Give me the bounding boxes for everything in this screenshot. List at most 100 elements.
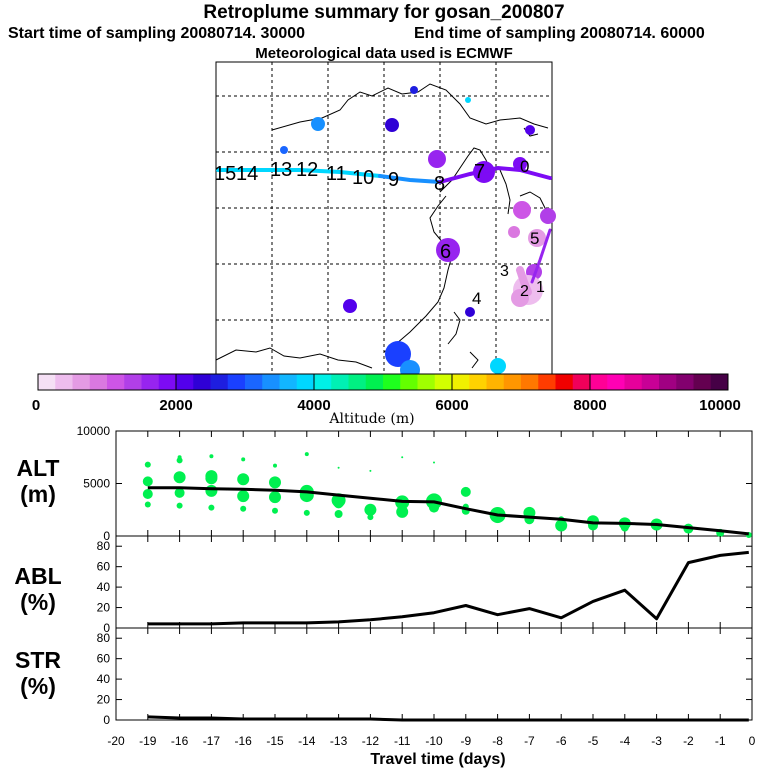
series-line [147,715,749,722]
map-day-label: 2 [520,283,529,300]
cluster-point [433,461,435,464]
map-day-label: 3 [500,263,509,280]
str-panel-frame [115,627,753,721]
trajectory-segment [216,168,382,178]
colorbar-tick: 8000 [573,397,606,414]
colorbar-cell [193,374,211,390]
x-tick-label: -2 [683,734,694,748]
cluster-point [364,503,377,516]
map-day-label: 15 [214,163,236,185]
trajectory-segment [378,174,442,184]
plume-blob [343,299,357,313]
cluster-point [241,457,246,462]
y-tick-label: 20 [97,693,111,707]
colorbar-cell [314,374,332,390]
series-line [147,486,749,536]
colorbar-cell [659,374,677,390]
start-time-label: Start time of sampling 20080714. 30000 [8,25,306,42]
cluster-point [205,472,218,485]
plume-blob [540,208,556,224]
chart-title: Retroplume summary for gosan_200807 [203,2,565,23]
plume-blob [528,229,546,247]
colorbar-cell [521,374,539,390]
colorbar-cell [400,374,418,390]
colorbar-cell [607,374,625,390]
x-tick-label: -1 [715,734,726,748]
x-tick-label: -8 [492,734,503,748]
y-tick-label: 60 [97,560,111,574]
colorbar-cell [176,374,194,390]
cluster-point [369,469,372,472]
colorbar-cell [124,374,142,390]
x-tick-label: -20 [107,734,125,748]
coastline [271,83,549,131]
colorbar-cell [676,374,694,390]
colorbar-tick: 0 [32,397,40,414]
x-tick-label: -7 [524,734,535,748]
colorbar-cell [365,374,384,390]
cluster-point [174,487,185,498]
colorbar-cell [538,374,556,390]
map-day-label: 7 [474,161,485,183]
map-trajectory [216,165,552,296]
x-axis-label: Travel time (days) [370,751,505,768]
cluster-point [176,457,183,464]
plume-blob [525,125,535,135]
colorbar-tick: 6000 [435,397,468,414]
plume-blob [490,358,506,374]
plume-blob [311,117,325,131]
plume-blob [513,201,531,219]
trajectory-segment [530,228,552,284]
y-tick-label: 0 [103,713,110,727]
x-tick-label: -11 [394,734,411,748]
cluster-point [144,501,151,508]
x-tick-label: -3 [651,734,662,748]
cluster-point [142,476,153,487]
x-tick-label: -17 [203,734,221,748]
colorbar-cell [693,374,712,390]
map-day-label: 0 [520,157,529,176]
alt-ylabel: ALT [16,455,59,481]
colorbar-tick: 2000 [159,397,192,414]
coastline [519,191,547,211]
cluster-point [209,454,214,459]
colorbar-cell [107,374,125,390]
y-tick-label: 40 [97,580,111,594]
cluster-point [208,504,215,511]
plume-blob [410,86,418,94]
trajectory-segment [516,266,532,296]
coastline [215,347,373,369]
colorbar-cell [624,374,643,390]
colorbar-cell [296,374,315,390]
colorbar-label: Altitude (m) [328,411,414,427]
str-ylabel: STR [15,647,61,673]
cluster-point [205,484,218,497]
abl-yunit: (%) [20,589,56,615]
plume-blob [513,157,527,171]
x-tick-label: -14 [298,734,316,748]
plume-blob [465,97,471,103]
colorbar-cell [434,374,453,390]
end-time-label: End time of sampling 20080714. 60000 [414,25,705,42]
str-yunit: (%) [20,673,56,699]
map-day-label: 1 [536,279,545,296]
coastline [499,169,511,215]
cluster-point [142,489,153,499]
cluster-point [401,456,404,459]
cluster-point [144,461,151,468]
colorbar: 0 2000 4000 6000 8000 10000 Altitude (m) [32,373,741,427]
colorbar-cell [245,374,263,390]
colorbar-cell [227,374,246,390]
map-panel: 15 14 13 12 11 10 9 8 7 6 5 4 3 2 1 0 [214,61,556,380]
coastline [469,351,479,369]
map-day-labels: 15 14 13 12 11 10 9 8 7 6 5 4 3 2 1 0 [214,157,545,308]
map-grid [216,62,552,374]
x-tick-label: -16 [171,734,189,748]
map-day-label: 12 [296,159,318,181]
x-tick-label: -13 [330,734,348,748]
colorbar-cell [417,374,436,390]
colorbar-cell [348,374,367,390]
plume-blob [280,146,288,154]
colorbar-cell [503,374,522,390]
